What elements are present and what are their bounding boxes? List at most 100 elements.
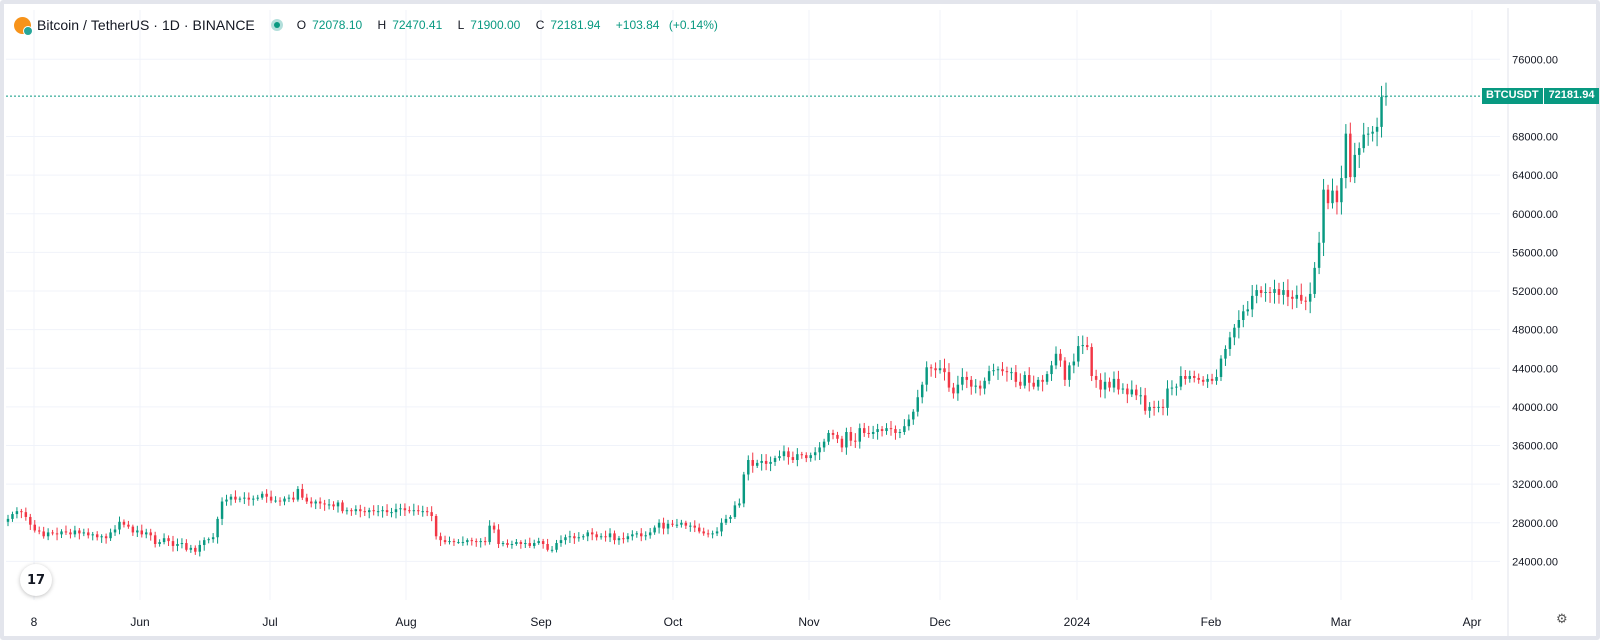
candle (889, 420, 893, 436)
candle (1300, 283, 1303, 305)
quote-name[interactable]: TetherUS (90, 17, 150, 33)
candle (1206, 374, 1209, 388)
header-dot: · (153, 17, 158, 33)
candle-body (689, 525, 692, 527)
candle-body (488, 525, 491, 543)
candle (100, 534, 103, 543)
candle-body (1237, 320, 1241, 328)
candle-body (69, 532, 72, 535)
candle-body (1188, 376, 1192, 379)
candle (488, 520, 491, 545)
candle (296, 486, 300, 502)
candle (738, 498, 741, 508)
candle (417, 505, 420, 515)
candle-body (1295, 294, 1299, 299)
candle (1072, 353, 1076, 374)
candle (37, 526, 41, 535)
candle (492, 522, 496, 534)
candle-body (586, 532, 589, 537)
symbol-name[interactable]: Bitcoin (37, 17, 80, 33)
candle-body (974, 385, 977, 387)
y-tick-label: 60000.00 (1512, 209, 1558, 221)
candle-body (1152, 406, 1156, 408)
time-axis[interactable]: 8 Jun Jul Aug Sep Oct Nov Dec 2024 Feb Mar Apr (31, 615, 1482, 629)
candle-body (706, 533, 710, 535)
candle-body (1277, 289, 1281, 295)
candle-body (546, 544, 549, 550)
candle (1019, 373, 1022, 390)
candle-body (341, 502, 344, 512)
candle-body (711, 533, 714, 535)
candle (506, 539, 509, 548)
candle-body (635, 533, 639, 535)
candle (1032, 375, 1035, 390)
candle (564, 534, 567, 545)
candle-body (920, 384, 924, 398)
candle (916, 389, 919, 417)
candle-body (952, 387, 955, 394)
candle-body (845, 432, 848, 448)
candle (983, 377, 986, 395)
candle-body (189, 547, 193, 550)
candle-body (1326, 189, 1330, 204)
candle-body (555, 543, 558, 550)
gear-icon[interactable]: ⚙ (1556, 612, 1568, 627)
candle-body (497, 529, 500, 544)
candle (1050, 360, 1053, 381)
candle-body (1184, 376, 1187, 379)
candle (301, 483, 304, 501)
candle (782, 445, 786, 461)
candle (314, 499, 317, 510)
candle (60, 529, 63, 539)
x-tick-label: Aug (395, 615, 416, 629)
candle (403, 503, 407, 517)
price-axis[interactable]: 76000.00 68000.00 64000.00 60000.00 56000.00… (1507, 8, 1558, 636)
candle-body (1210, 378, 1214, 381)
candle-body (403, 508, 407, 511)
candle (1219, 355, 1223, 382)
y-tick-label: 64000.00 (1512, 170, 1558, 182)
candle (1242, 304, 1245, 328)
candle-body (1380, 96, 1383, 127)
candle (666, 519, 670, 535)
candle-body (1179, 376, 1183, 387)
candle-body (805, 455, 808, 459)
candle (202, 537, 206, 551)
candle (1045, 371, 1049, 385)
candle-body (1094, 376, 1098, 380)
tradingview-logo-icon[interactable]: 17 (20, 564, 52, 596)
candle-body (20, 511, 23, 513)
candle-body (1157, 406, 1160, 408)
open-value: 72078.10 (312, 18, 363, 32)
candle (95, 531, 99, 541)
candle-body (787, 451, 790, 458)
exchange[interactable]: BINANCE (192, 17, 255, 33)
candle (305, 493, 309, 504)
candle (925, 361, 928, 392)
candle (813, 447, 817, 461)
candle (519, 540, 523, 549)
candle-body (109, 532, 112, 539)
candle (867, 425, 870, 438)
candle-body (840, 438, 844, 448)
candle-body (194, 547, 197, 552)
candle (1224, 345, 1227, 366)
candle-body (1246, 309, 1249, 312)
candle-body (310, 501, 313, 504)
candle-body (492, 525, 496, 530)
candle-body (1375, 126, 1379, 132)
candle-body (755, 462, 759, 466)
market-status-icon[interactable] (270, 19, 283, 31)
candle-body (91, 534, 94, 536)
candle-body (287, 497, 291, 499)
candle (912, 409, 915, 425)
interval[interactable]: 1D (161, 17, 180, 33)
candle-body (483, 541, 487, 543)
candle (617, 535, 621, 545)
candle-body (644, 535, 647, 537)
candle (644, 531, 647, 541)
candle (805, 452, 808, 463)
candle-body (934, 368, 937, 371)
